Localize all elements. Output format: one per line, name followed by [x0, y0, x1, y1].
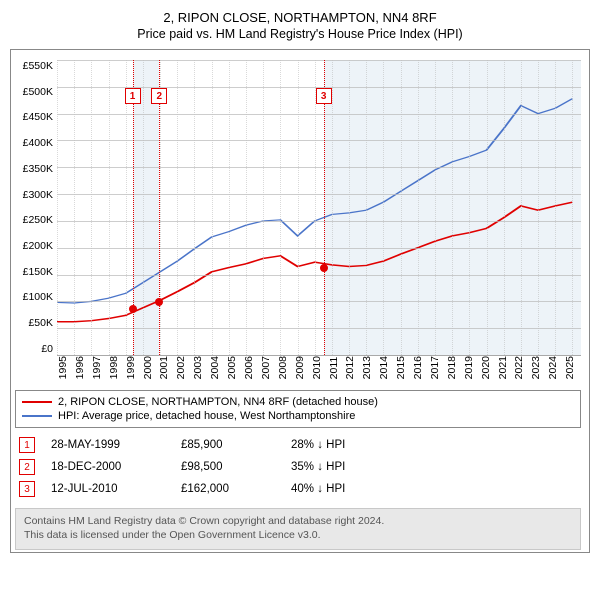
x-tick-label: 1999 [125, 356, 142, 382]
y-tick-label: £200K [15, 240, 53, 252]
legend-row: 2, RIPON CLOSE, NORTHAMPTON, NN4 8RF (de… [22, 395, 574, 409]
x-tick-label: 1997 [91, 356, 108, 382]
chart-title: 2, RIPON CLOSE, NORTHAMPTON, NN4 8RF [10, 10, 590, 25]
sale-price: £98,500 [181, 461, 291, 473]
plot-area: 12 3 [57, 60, 581, 356]
x-tick-label: 2001 [158, 356, 175, 382]
x-tick-label: 1998 [108, 356, 125, 382]
sale-marker-label: 2 [151, 88, 167, 104]
legend-row: HPI: Average price, detached house, West… [22, 409, 574, 423]
x-tick-label: 2012 [344, 356, 361, 382]
legend-swatch [22, 415, 52, 417]
sale-marker-line [159, 60, 160, 355]
sale-date: 18-DEC-2000 [51, 461, 181, 473]
sale-row: 2 18-DEC-2000£98,50035% ↓ HPI [15, 456, 581, 478]
x-tick-label: 2023 [530, 356, 547, 382]
y-tick-label: £450K [15, 111, 53, 123]
legend-label: 2, RIPON CLOSE, NORTHAMPTON, NN4 8RF (de… [58, 396, 378, 408]
footer-line-2: This data is licensed under the Open Gov… [24, 529, 572, 543]
y-tick-label: £150K [15, 266, 53, 278]
y-tick-label: £100K [15, 291, 53, 303]
sale-row: 1 28-MAY-1999£85,90028% ↓ HPI [15, 434, 581, 456]
y-tick-label: £550K [15, 60, 53, 72]
y-tick-label: £400K [15, 137, 53, 149]
sale-marker-label: 3 [316, 88, 332, 104]
x-tick-label: 2022 [513, 356, 530, 382]
sale-pct: 28% ↓ HPI [291, 439, 401, 451]
x-tick-label: 2007 [260, 356, 277, 382]
sale-marker-dot [320, 264, 328, 272]
sale-marker-dot [129, 305, 137, 313]
y-tick-label: £300K [15, 189, 53, 201]
y-tick-label: £0 [15, 343, 53, 355]
x-tick-label: 1995 [57, 356, 74, 382]
x-tick-label: 2010 [311, 356, 328, 382]
y-tick-label: £350K [15, 163, 53, 175]
x-tick-label: 2025 [564, 356, 581, 382]
x-tick-label: 2008 [277, 356, 294, 382]
sale-marker-dot [155, 298, 163, 306]
sale-id-box: 2 [19, 459, 35, 475]
chart-subtitle: Price paid vs. HM Land Registry's House … [10, 27, 590, 41]
x-tick-label: 2019 [463, 356, 480, 382]
x-tick-label: 2014 [378, 356, 395, 382]
x-tick-label: 2016 [412, 356, 429, 382]
chart-container: 2, RIPON CLOSE, NORTHAMPTON, NN4 8RF Pri… [0, 0, 600, 553]
x-tick-label: 2002 [175, 356, 192, 382]
x-tick-label: 2018 [446, 356, 463, 382]
x-tick-label: 1996 [74, 356, 91, 382]
sale-id-box: 3 [19, 481, 35, 497]
attribution-footer: Contains HM Land Registry data © Crown c… [15, 508, 581, 549]
x-tick-label: 2006 [243, 356, 260, 382]
sales-table: 1 28-MAY-1999£85,90028% ↓ HPI 2 18-DEC-2000… [15, 434, 581, 500]
x-tick-label: 2009 [294, 356, 311, 382]
legend: 2, RIPON CLOSE, NORTHAMPTON, NN4 8RF (de… [15, 390, 581, 428]
sale-pct: 40% ↓ HPI [291, 483, 401, 495]
x-tick-label: 2000 [142, 356, 159, 382]
sale-price: £85,900 [181, 439, 291, 451]
x-tick-label: 2004 [209, 356, 226, 382]
x-tick-label: 2017 [429, 356, 446, 382]
x-tick-label: 2003 [192, 356, 209, 382]
y-axis: £550K £500K £450K £400K £350K £300K £250K £200K… [15, 60, 57, 355]
sale-id-box: 1 [19, 437, 35, 453]
y-tick-label: £500K [15, 86, 53, 98]
sale-marker-line [324, 60, 325, 355]
x-tick-label: 2024 [547, 356, 564, 382]
x-tick-label: 2013 [361, 356, 378, 382]
x-tick-label: 2021 [497, 356, 514, 382]
sale-date: 12-JUL-2010 [51, 483, 181, 495]
sale-pct: 35% ↓ HPI [291, 461, 401, 473]
footer-line-1: Contains HM Land Registry data © Crown c… [24, 515, 572, 529]
y-tick-label: £50K [15, 317, 53, 329]
sale-row: 3 12-JUL-2010£162,00040% ↓ HPI [15, 478, 581, 500]
sale-date: 28-MAY-1999 [51, 439, 181, 451]
x-axis: 1995199619971998199920002001200220032004… [57, 356, 581, 382]
legend-swatch [22, 401, 52, 403]
chart-box: £550K £500K £450K £400K £350K £300K £250K £200K… [10, 49, 590, 553]
x-tick-label: 2005 [226, 356, 243, 382]
sale-marker-label: 1 [125, 88, 141, 104]
sale-price: £162,000 [181, 483, 291, 495]
x-tick-label: 2011 [328, 356, 345, 382]
x-tick-label: 2015 [395, 356, 412, 382]
y-tick-label: £250K [15, 214, 53, 226]
x-tick-label: 2020 [480, 356, 497, 382]
legend-label: HPI: Average price, detached house, West… [58, 410, 355, 422]
